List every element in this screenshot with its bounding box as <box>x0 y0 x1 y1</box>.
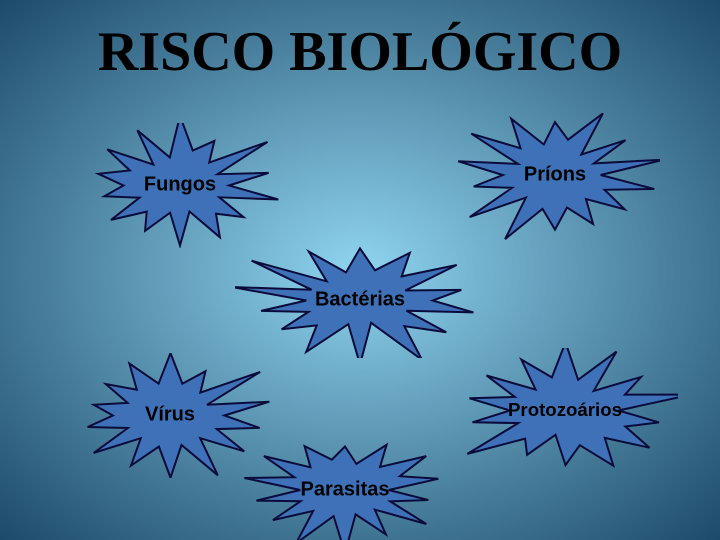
burst-label: Parasitas <box>301 479 390 502</box>
burst-protozoarios: Protozoários <box>453 348 678 473</box>
burst-label: Fungos <box>144 174 216 197</box>
burst-label: Príons <box>524 164 586 187</box>
slide-title: RISCO BIOLÓGICO <box>0 20 720 84</box>
burst-fungos: Fungos <box>80 123 280 248</box>
burst-bacterias: Bactérias <box>235 243 485 358</box>
burst-prions: Príons <box>450 110 660 240</box>
burst-label: Vírus <box>145 404 195 427</box>
burst-parasitas: Parasitas <box>240 435 450 540</box>
burst-label: Bactérias <box>315 289 405 312</box>
slide-stage: RISCO BIOLÓGICO Fungos Príons Bactérias … <box>0 0 720 540</box>
burst-label: Protozoários <box>508 399 622 421</box>
